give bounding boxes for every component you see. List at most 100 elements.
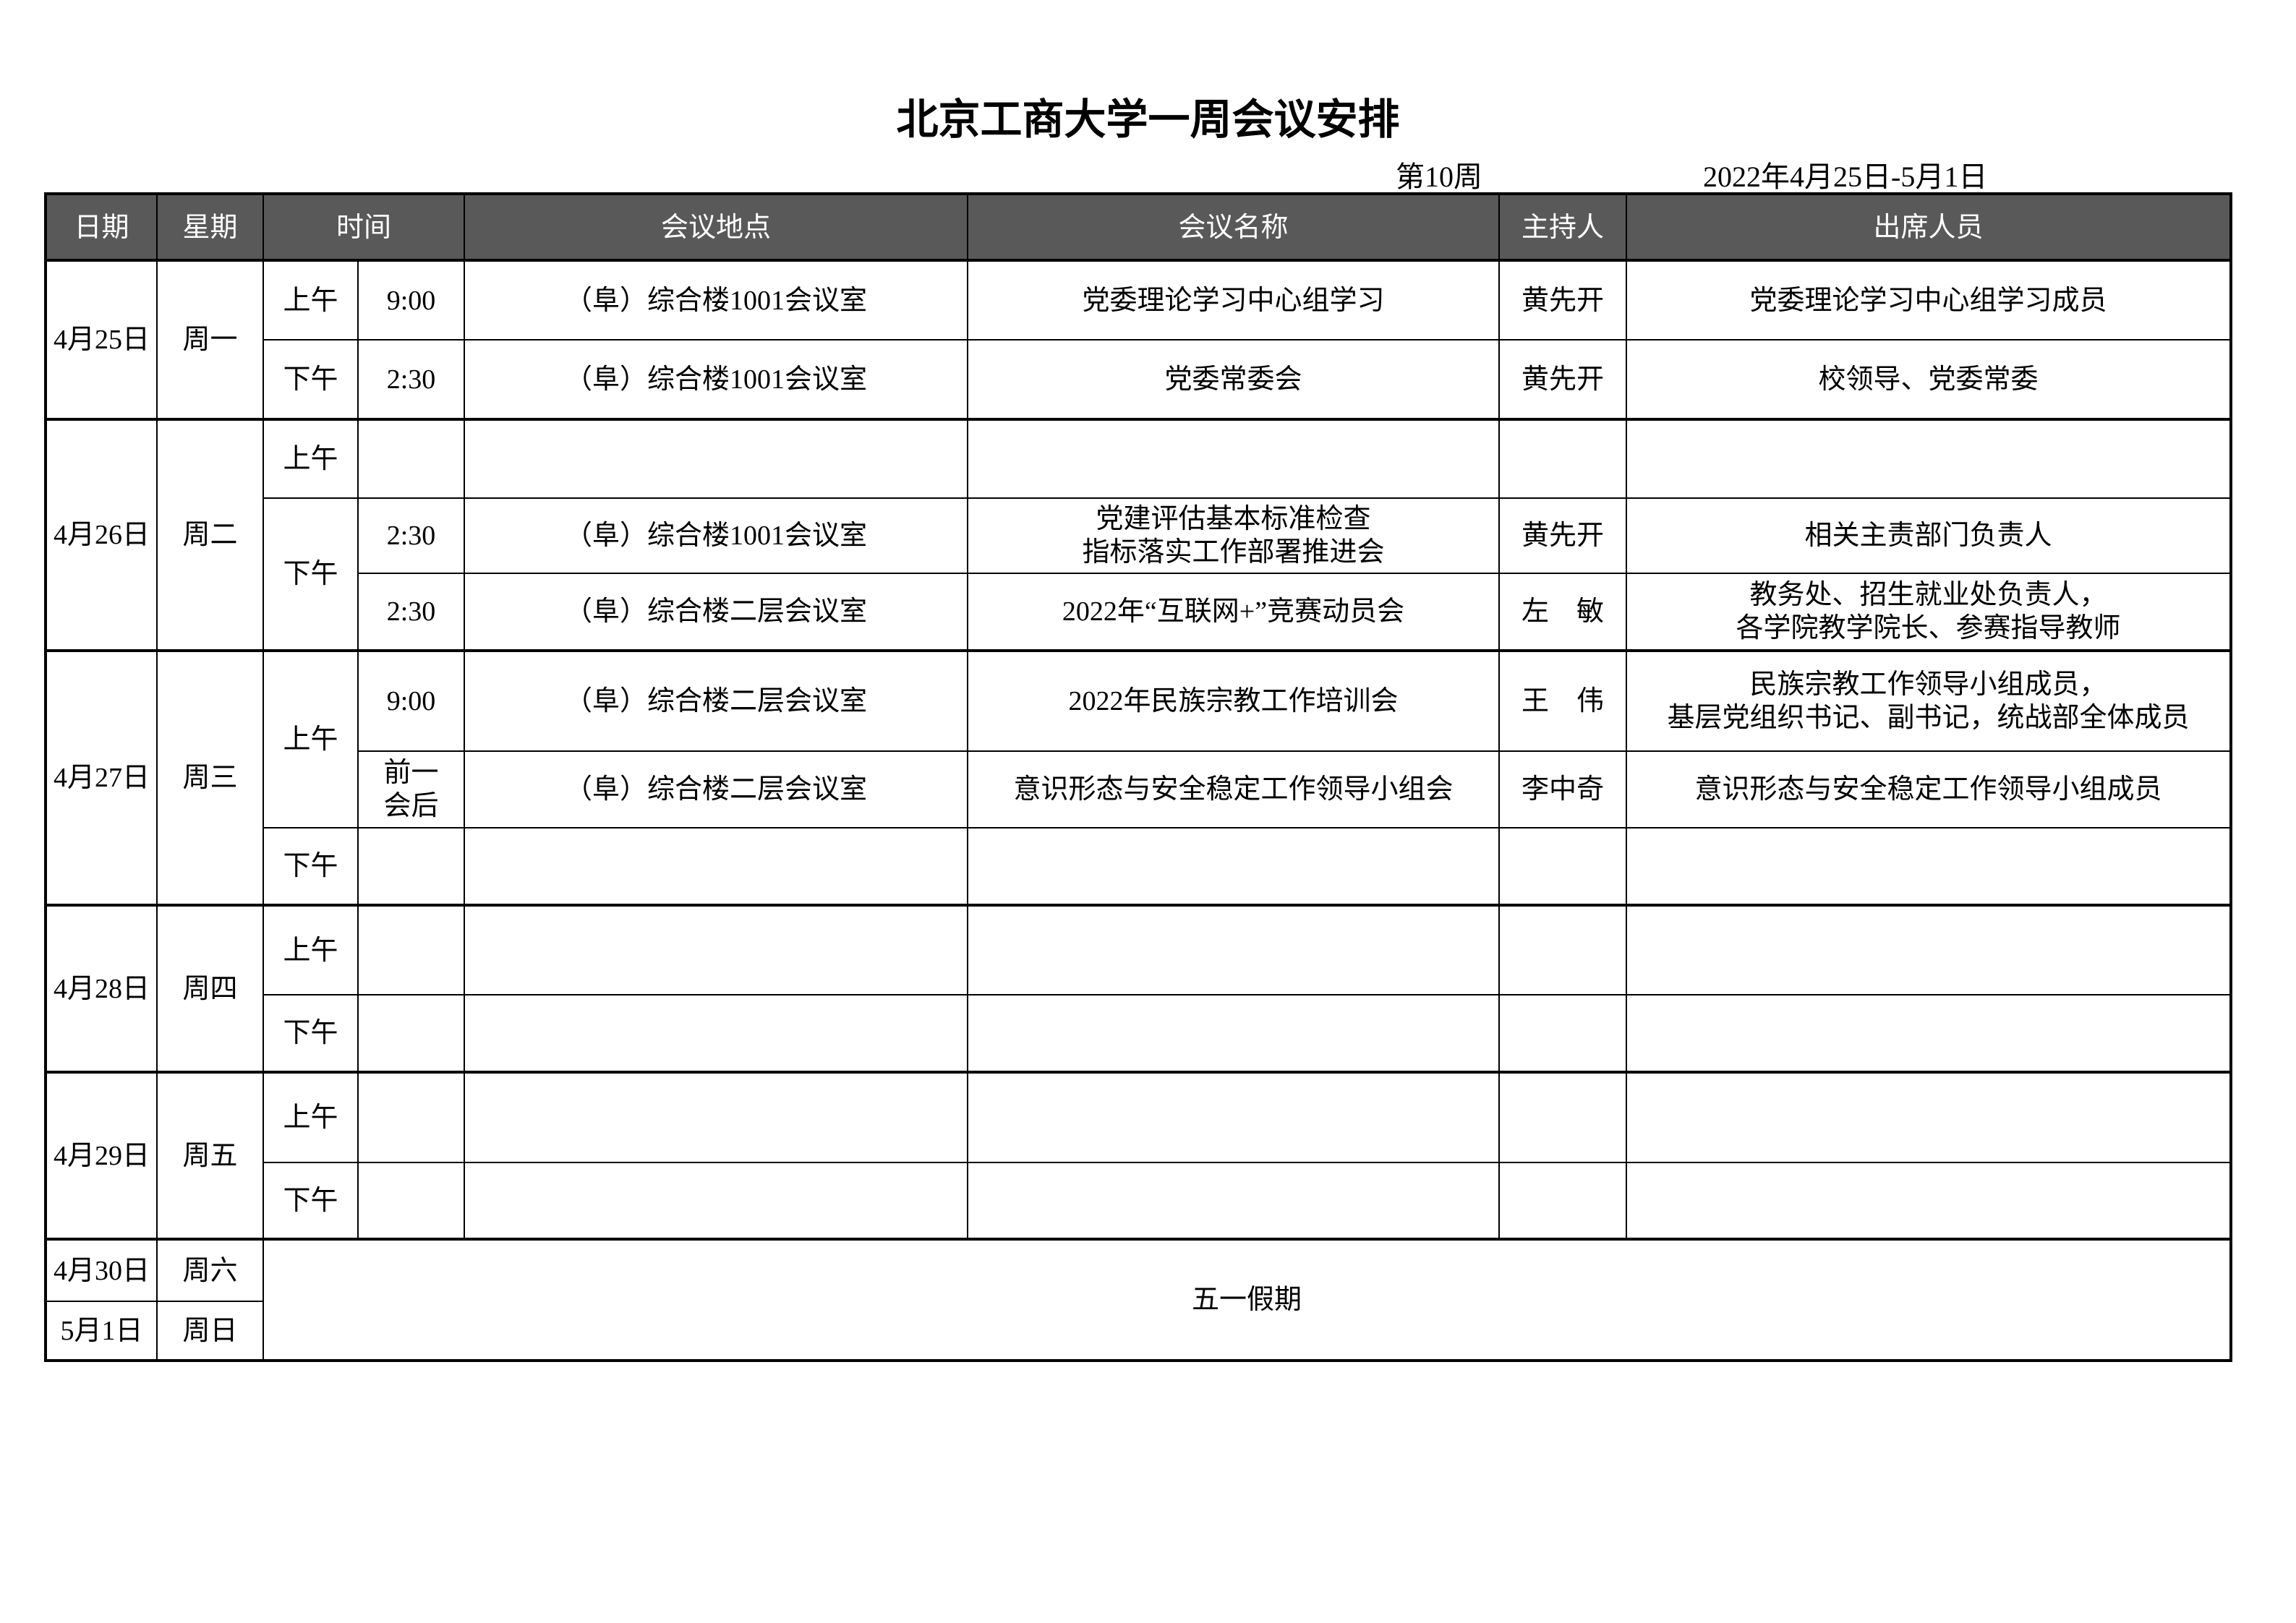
period-cell: 上午 — [263, 1071, 359, 1163]
host-cell: 左 敏 — [1498, 573, 1628, 651]
location-cell: （阜）综合楼二层会议室 — [464, 649, 969, 752]
weekday-cell: 周一 — [156, 259, 264, 420]
meeting-schedule-table: 日期 星期 时间 会议地点 会议名称 主持人 出席人员 4月25日 周一 上午 9:0… — [44, 192, 2233, 1362]
date-cell: 4月25日 — [45, 259, 158, 420]
weekday-cell: 周六 — [156, 1238, 264, 1302]
host-cell — [1498, 827, 1628, 906]
attendees-cell — [1626, 1071, 2232, 1163]
period-cell: 下午 — [263, 339, 359, 420]
weekday-cell: 周二 — [156, 418, 264, 651]
table-row: 下午 2:30 （阜）综合楼1001会议室 党建评估基本标准检查 指标落实工作部署推进… — [46, 497, 2232, 651]
meeting-name-cell — [967, 827, 1501, 906]
period-cell: 下午 — [263, 827, 359, 906]
attendees-cell: 相关主责部门负责人 — [1626, 497, 2232, 574]
location-cell — [464, 827, 969, 906]
attendees-cell — [1626, 994, 2232, 1073]
table-row: 2:30 （阜）综合楼二层会议室 2022年“互联网+”竞赛动员会左 敏教务处、招生… — [46, 573, 2232, 651]
table-row: 下午 — [46, 994, 2232, 1073]
table-row: 下午 — [46, 1162, 2232, 1240]
meeting-name-cell — [967, 418, 1501, 499]
table-row: 4月26日 周二 上午 — [45, 418, 2232, 651]
period-cell: 上午 — [263, 649, 359, 828]
location-cell: （阜）综合楼二层会议室 — [464, 750, 969, 828]
attendees-cell: 教务处、招生就业处负责人， 各学院教学院长、参赛指导教师 — [1626, 573, 2232, 651]
table-row: 4月28日 周四 上午 — [45, 904, 2232, 1073]
host-cell: 黄先开 — [1498, 339, 1628, 420]
host-cell — [1498, 1071, 1628, 1163]
time-cell: 2:30 — [357, 497, 466, 574]
page-title: 北京工商大学一周会议安排 — [896, 95, 1400, 144]
meeting-name-cell — [967, 994, 1501, 1073]
time-cell — [357, 994, 466, 1073]
header-host: 主持人 — [1498, 193, 1628, 261]
weekday-cell: 周日 — [156, 1301, 264, 1361]
table-row: 4月27日 周三 上午 9:00 （阜）综合楼二层会议室 2022年民族宗教工作培训会王 … — [45, 649, 2232, 906]
table-row: 4月30日 周六 五一假期 — [45, 1238, 2232, 1361]
header-location: 会议地点 — [464, 193, 969, 261]
location-cell: （阜）综合楼1001会议室 — [464, 259, 969, 341]
period-cell: 上午 — [263, 418, 359, 499]
host-cell — [1498, 994, 1628, 1073]
weekday-cell: 周五 — [156, 1071, 264, 1240]
date-cell: 4月29日 — [45, 1071, 158, 1240]
date-cell: 5月1日 — [45, 1301, 158, 1361]
time-cell — [357, 1162, 466, 1240]
period-cell: 下午 — [263, 994, 359, 1073]
host-cell: 李中奇 — [1498, 750, 1628, 828]
period-cell: 上午 — [263, 904, 359, 995]
meeting-name-cell — [967, 1162, 1501, 1240]
meeting-name-cell: 意识形态与安全稳定工作领导小组会 — [967, 750, 1501, 828]
attendees-cell — [1626, 827, 2232, 906]
location-cell: （阜）综合楼1001会议室 — [464, 339, 969, 420]
location-cell — [464, 904, 969, 995]
meeting-name-cell: 党建评估基本标准检查 指标落实工作部署推进会 — [967, 497, 1501, 574]
weekday-cell: 周三 — [156, 649, 264, 906]
date-range: 2022年4月25日-5月1日 — [1703, 160, 1988, 193]
date-cell: 4月28日 — [45, 904, 158, 1073]
meeting-name-cell: 党委理论学习中心组学习 — [967, 259, 1501, 341]
time-cell — [357, 827, 466, 906]
time-cell — [357, 418, 466, 499]
time-cell: 9:00 — [357, 259, 466, 341]
header-meeting-name: 会议名称 — [967, 193, 1501, 261]
holiday-cell: 五一假期 — [262, 1238, 2232, 1361]
location-cell — [464, 994, 969, 1073]
header-row: 日期 星期 时间 会议地点 会议名称 主持人 出席人员 — [45, 193, 2232, 261]
time-cell — [357, 904, 466, 995]
header-date: 日期 — [45, 193, 158, 261]
location-cell: （阜）综合楼1001会议室 — [464, 497, 969, 574]
host-cell — [1498, 1162, 1628, 1240]
period-cell: 下午 — [263, 497, 359, 651]
header-weekday: 星期 — [156, 193, 264, 261]
host-cell: 黄先开 — [1498, 259, 1628, 341]
table-row: 4月25日 周一 上午 9:00 （阜）综合楼1001会议室 党委理论学习中心组学习 黄先开… — [45, 259, 2232, 420]
date-cell: 4月27日 — [45, 649, 158, 906]
table-row: 下午 2:30 （阜）综合楼1001会议室 党委常委会 黄先开 校领导、党委常委 — [46, 339, 2232, 420]
time-cell: 2:30 — [357, 573, 466, 651]
host-cell — [1498, 904, 1628, 995]
date-cell: 4月26日 — [45, 418, 158, 651]
attendees-cell: 意识形态与安全稳定工作领导小组成员 — [1626, 750, 2232, 828]
time-cell: 9:00 — [357, 649, 466, 752]
table-row: 下午 — [46, 827, 2232, 906]
location-cell — [464, 418, 969, 499]
time-cell: 前一 会后 — [357, 750, 466, 828]
meeting-name-cell: 2022年“互联网+”竞赛动员会 — [967, 573, 1501, 651]
weekday-cell: 周四 — [156, 904, 264, 1073]
period-cell: 下午 — [263, 1162, 359, 1240]
host-cell: 黄先开 — [1498, 497, 1628, 574]
location-cell — [464, 1162, 969, 1240]
attendees-cell — [1626, 904, 2232, 995]
meeting-name-cell: 党委常委会 — [967, 339, 1501, 420]
attendees-cell: 校领导、党委常委 — [1626, 339, 2232, 420]
meeting-name-cell — [967, 1071, 1501, 1163]
table-row: 5月1日 周日 — [45, 1301, 2231, 1361]
location-cell: （阜）综合楼二层会议室 — [464, 573, 969, 651]
header-attendees: 出席人员 — [1626, 193, 2232, 261]
attendees-cell: 民族宗教工作领导小组成员， 基层党组织书记、副书记，统战部全体成员 — [1626, 649, 2232, 752]
time-cell: 2:30 — [357, 339, 466, 420]
meeting-name-cell: 2022年民族宗教工作培训会 — [967, 649, 1501, 752]
date-cell: 4月30日 — [45, 1238, 158, 1302]
period-cell: 上午 — [263, 259, 359, 341]
week-number: 第10周 — [1396, 160, 1482, 193]
